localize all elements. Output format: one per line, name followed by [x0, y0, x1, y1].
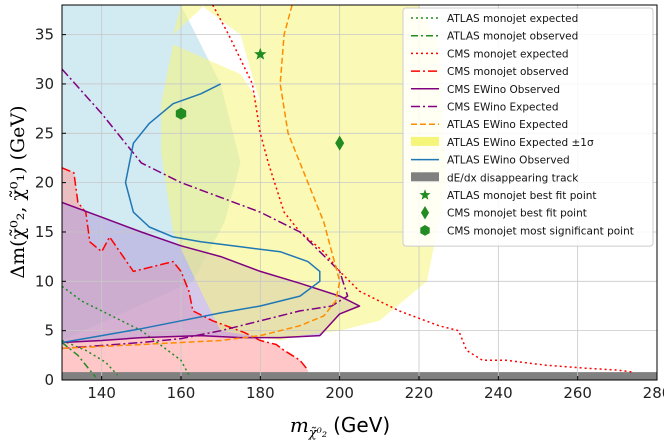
- legend-de-dx-disappearing-track-label: dE/dx disappearing track: [447, 172, 579, 184]
- legend-box: [402, 7, 654, 247]
- series-cms-monojet-observed: [62, 167, 309, 371]
- legend-cms-monojet-best-fit-point-handle: [420, 205, 430, 220]
- legend-de-dx-disappearing-track-handle: [411, 172, 439, 182]
- axis-ticks: 140 160 180 200 220 240 260 280 0 5 10 15 20 25 30 35: [35, 26, 664, 402]
- x-tick-label-240: 240: [484, 384, 513, 402]
- legend: ATLAS monojet expected ATLAS monojet obse…: [402, 7, 654, 247]
- legend-atlas-ewino-observed-label: ATLAS EWino Observed: [447, 155, 570, 167]
- series-atlas-ewino-expected: [62, 5, 341, 350]
- x-tick-label-280: 280: [643, 384, 664, 402]
- series-lines: [62, 5, 634, 378]
- legend-cms-ewino-expected-label: CMS EWino Expected: [447, 102, 559, 114]
- y-tick-label-0: 0: [44, 371, 54, 389]
- x-tick-label-180: 180: [246, 384, 275, 402]
- y-axis-label: Δm(χ̃⁰₂, χ̃⁰₁) (GeV): [7, 105, 29, 278]
- plot-frame: [61, 4, 658, 381]
- legend-atlas-monojet-best-fit-point-label: ATLAS monojet best fit point: [447, 190, 597, 202]
- legend-atlas-monojet-observed-label: ATLAS monojet observed: [447, 31, 578, 43]
- series-cms-ewino-observed: [62, 201, 361, 344]
- x-tick-label-160: 160: [167, 384, 196, 402]
- series-atlas-monojet-observed: [62, 341, 97, 378]
- legend-cms-ewino-observed-label: CMS EWino Observed: [447, 84, 560, 96]
- x-axis-label: mχ̃⁰₂ (GeV): [290, 413, 390, 441]
- point-cms-monojet-best-fit-point: [335, 135, 345, 151]
- y-tick-label-25: 25: [35, 124, 54, 142]
- legend-atlas-ewino-expected-1-label: ATLAS EWino Expected ±1σ: [447, 137, 594, 149]
- legend-cms-monojet-most-significant-point-label: CMS monojet most significant point: [447, 225, 634, 237]
- point-cms-monojet-most-significant-point: [175, 107, 187, 120]
- marker-points: [175, 47, 345, 151]
- x-tick-label-220: 220: [405, 384, 434, 402]
- legend-cms-monojet-expected-label: CMS monojet expected: [447, 48, 569, 60]
- point-atlas-monojet-best-fit-point: [254, 47, 267, 60]
- legend-cms-monojet-observed-label: CMS monojet observed: [447, 66, 569, 78]
- legend-atlas-ewino-expected-label: ATLAS EWino Expected: [447, 119, 568, 131]
- legend-atlas-ewino-expected-1-handle: [411, 136, 439, 146]
- legend-cms-monojet-best-fit-point-label: CMS monojet best fit point: [447, 208, 587, 220]
- legend-atlas-monojet-best-fit-point-handle: [419, 189, 431, 200]
- band-disappearing-track: [62, 372, 657, 380]
- legend-cms-monojet-most-significant-point-handle: [420, 225, 430, 236]
- y-tick-label-5: 5: [44, 322, 54, 340]
- series-atlas-monojet-expected: [62, 285, 190, 376]
- legend-atlas-monojet-expected-label: ATLAS monojet expected: [447, 13, 578, 25]
- y-tick-label-30: 30: [35, 75, 54, 93]
- x-tick-label-140: 140: [87, 384, 116, 402]
- y-tick-label-35: 35: [35, 26, 54, 44]
- y-tick-label-15: 15: [35, 223, 54, 241]
- x-tick-label-200: 200: [325, 384, 354, 402]
- y-tick-label-20: 20: [35, 174, 54, 192]
- y-tick-label-10: 10: [35, 272, 54, 290]
- series-cms-ewino-expected: [62, 68, 349, 350]
- x-tick-label-260: 260: [563, 384, 592, 402]
- series-atlas-ewino-observed: [62, 83, 321, 344]
